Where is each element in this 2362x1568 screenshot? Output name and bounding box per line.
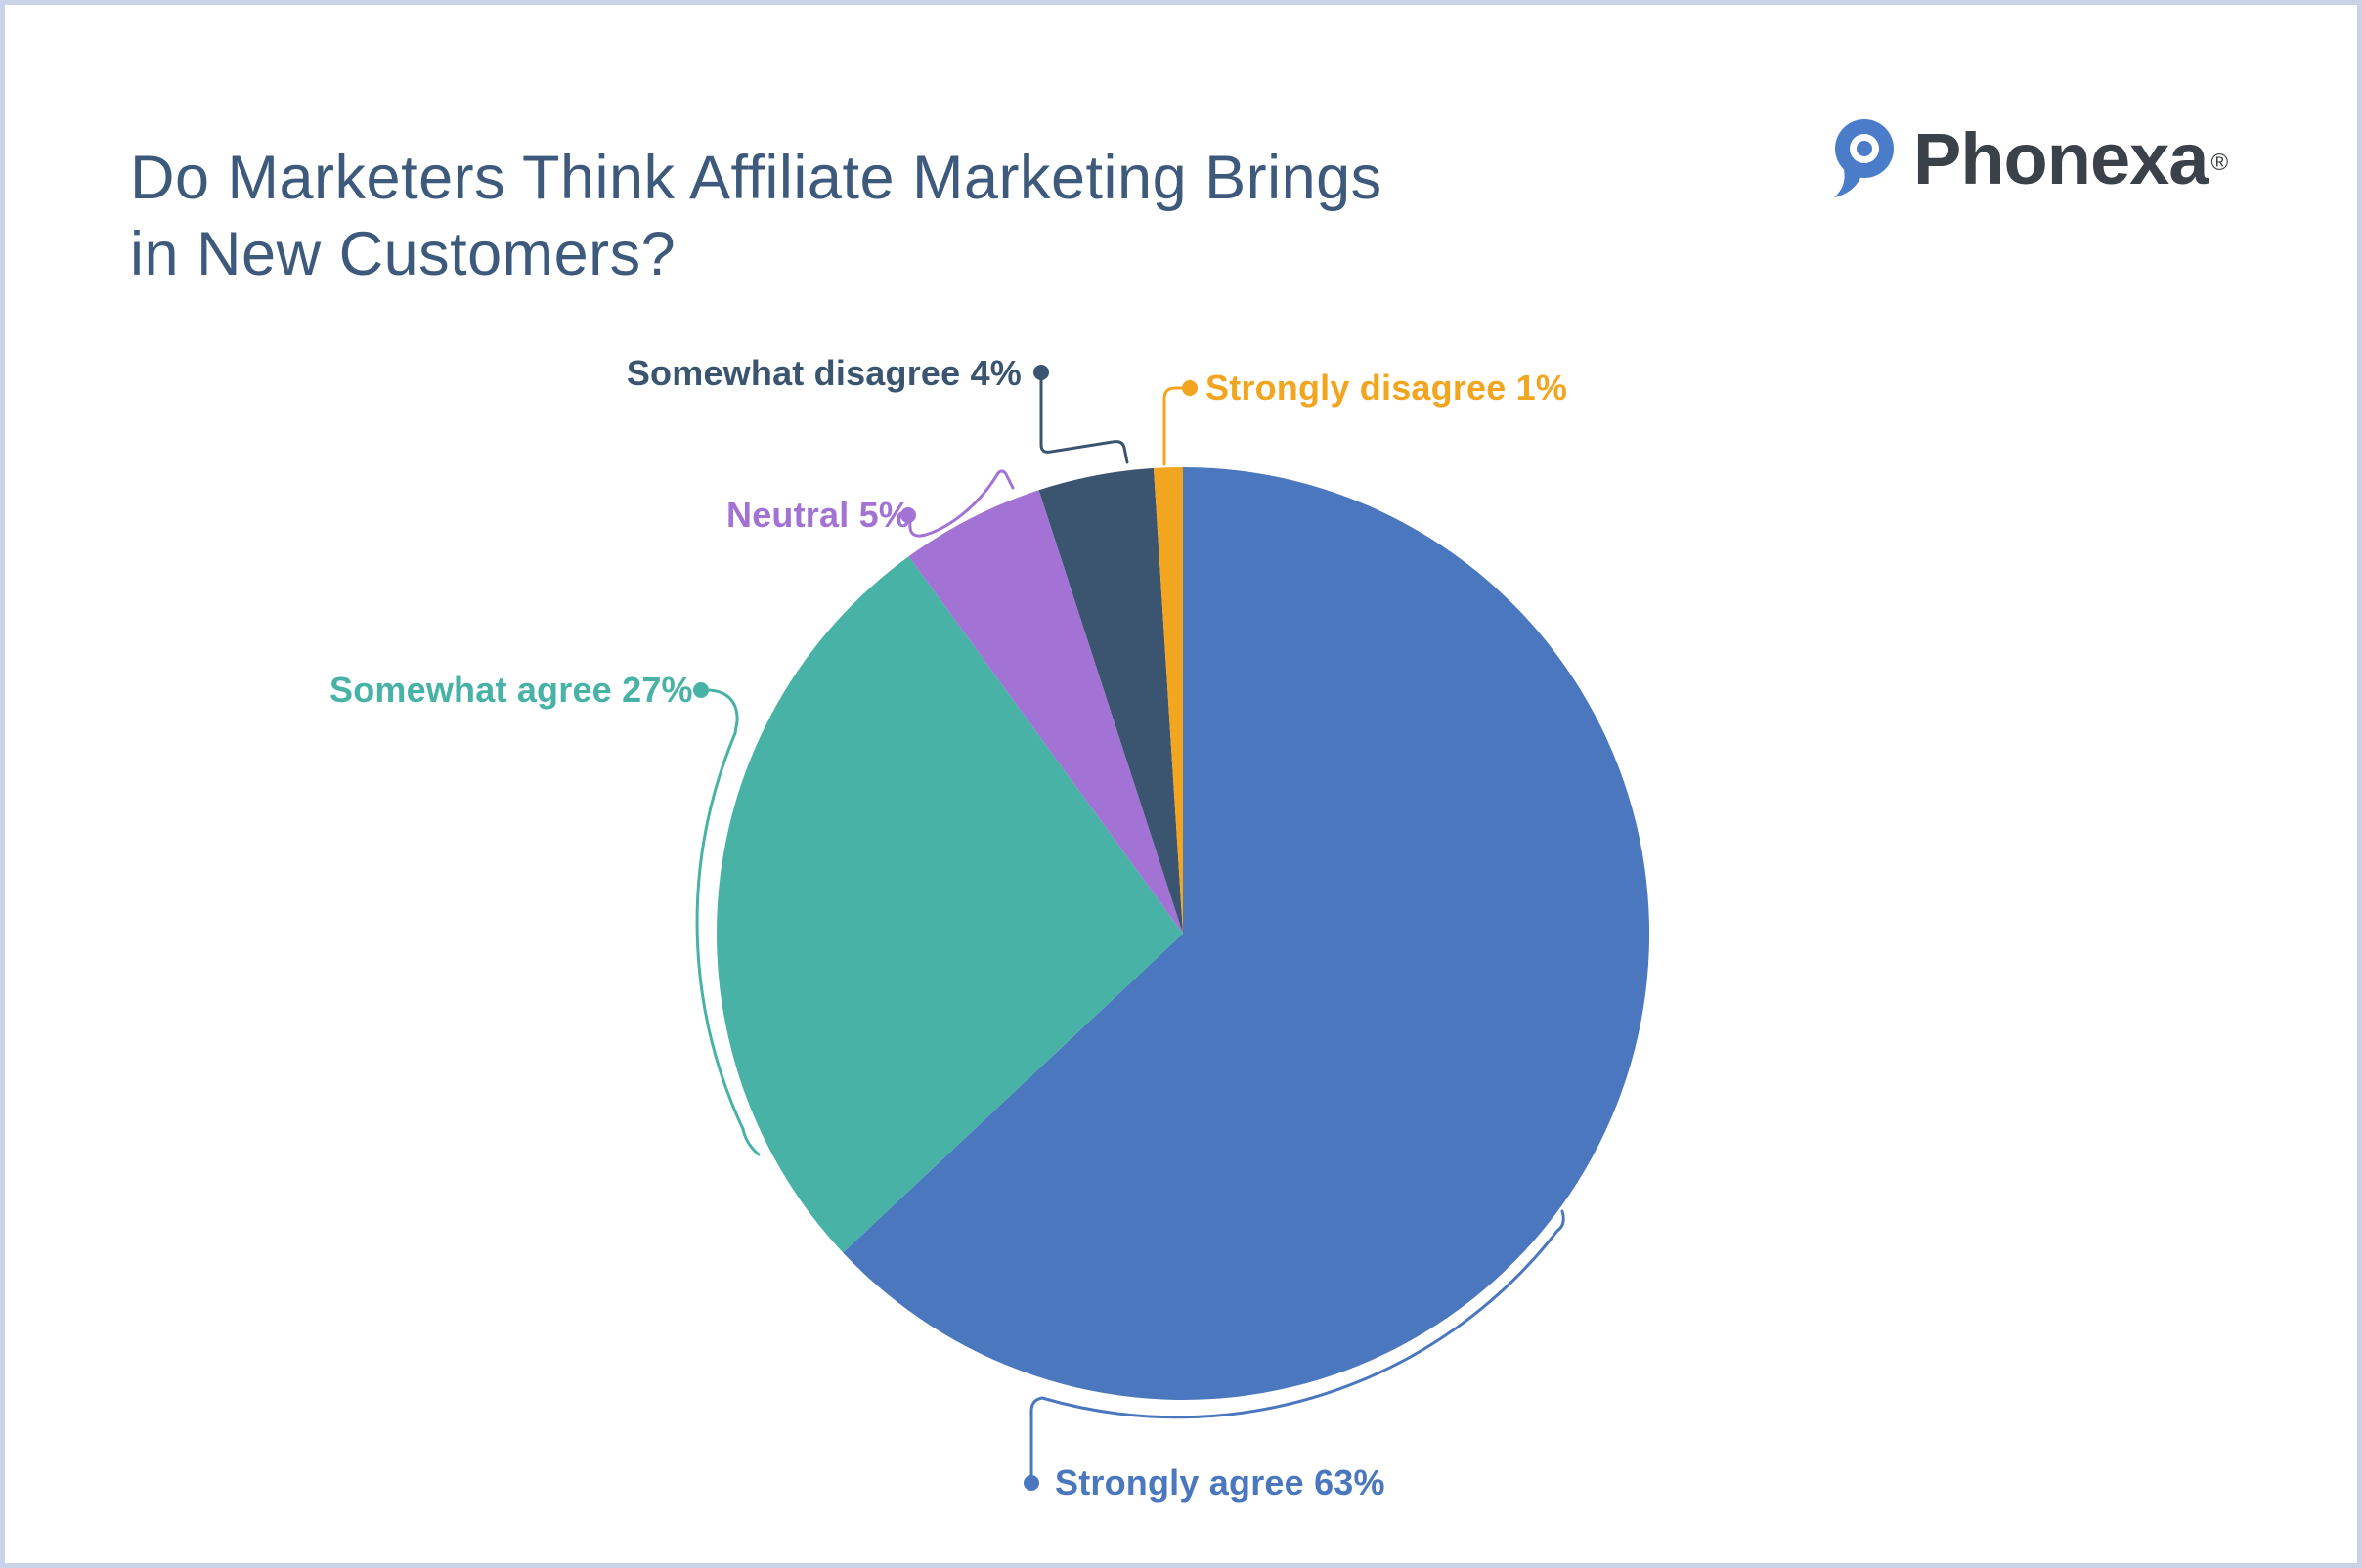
callout-dot-neutral — [900, 507, 916, 523]
callout-dot-somewhat-disagree — [1033, 365, 1049, 380]
registered-mark: ® — [2210, 150, 2228, 176]
callout-line-somewhat-agree — [695, 688, 761, 1156]
callout-dot-strongly-disagree — [1182, 380, 1198, 396]
callout-dot-somewhat-agree — [693, 682, 709, 698]
brand-logo: Phonexa ® — [1831, 118, 2228, 200]
title-line-1: Do Marketers Think Affiliate Marketing B… — [130, 144, 1382, 213]
label-somewhat-agree: Somewhat agree 27% — [329, 670, 693, 710]
page-title: Do Marketers Think Affiliate Marketing B… — [130, 140, 1382, 292]
pie-slice-neutral — [908, 490, 1183, 934]
callout-line-strongly-agree — [1029, 1209, 1565, 1477]
brand-name: Phonexa ® — [1913, 118, 2228, 200]
pie-slice-somewhat-disagree — [1038, 467, 1183, 934]
phonexa-pin-icon — [1834, 119, 1894, 197]
pie-slice-strongly-agree — [843, 467, 1650, 1401]
pie-slice-somewhat-agree — [717, 556, 1183, 1253]
label-neutral: Neutral 5% — [726, 495, 911, 535]
brand-name-text: Phonexa — [1913, 118, 2209, 199]
callout-dot-strongly-agree — [1024, 1475, 1039, 1491]
label-somewhat-disagree: Somewhat disagree 4% — [626, 353, 1022, 393]
pie-chart — [693, 365, 1650, 1491]
callout-line-strongly-disagree — [1162, 386, 1184, 466]
title-line-2: in New Customers? — [130, 220, 677, 289]
label-strongly-agree: Strongly agree 63% — [1055, 1462, 1385, 1503]
callout-line-neutral — [908, 469, 1015, 538]
label-strongly-disagree: Strongly disagree 1% — [1205, 368, 1568, 408]
callout-line-somewhat-disagree — [1039, 378, 1129, 464]
pie-slice-strongly-disagree — [1154, 466, 1183, 934]
